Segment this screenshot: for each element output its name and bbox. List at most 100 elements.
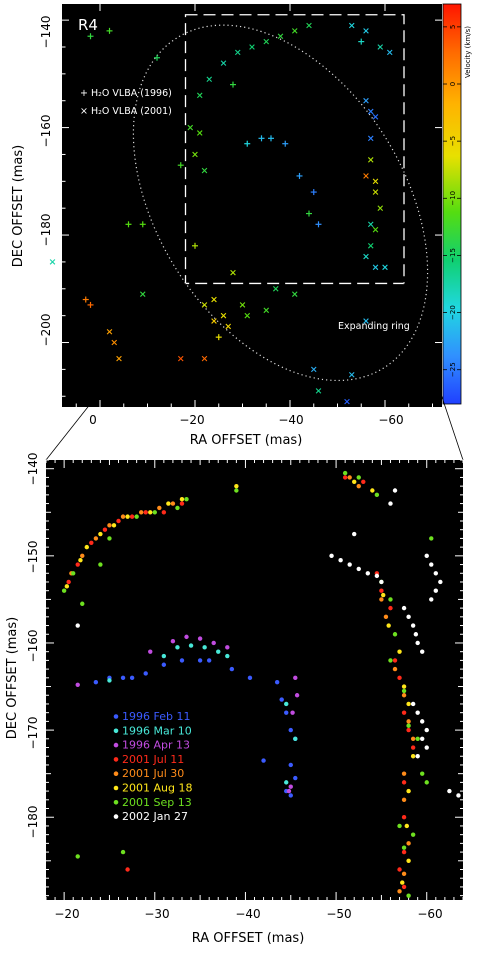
x-tick-label: −30 <box>144 907 169 921</box>
epoch-point <box>420 736 425 742</box>
epoch-point <box>216 649 221 654</box>
epoch-point <box>370 488 375 493</box>
cross-marker <box>234 49 241 56</box>
epoch-point <box>80 553 85 559</box>
epoch-point <box>64 584 70 589</box>
top-plot-area <box>62 4 442 407</box>
epoch-point <box>75 682 80 687</box>
epoch-point <box>293 675 298 681</box>
epoch-point <box>415 754 420 759</box>
cross-marker <box>363 173 369 179</box>
epoch-point <box>379 588 384 593</box>
cross-marker <box>377 44 384 50</box>
epoch-point <box>284 701 289 707</box>
cross-marker <box>211 318 217 324</box>
epoch-point <box>202 645 207 650</box>
epoch-point <box>392 488 398 493</box>
legend-swatch <box>113 814 119 819</box>
epoch-point <box>406 614 411 620</box>
epoch-point <box>66 579 71 585</box>
cross-marker <box>220 312 227 319</box>
epoch-point <box>61 588 67 593</box>
epoch-point <box>438 579 443 585</box>
epoch-point <box>401 871 407 877</box>
cross-marker <box>106 328 113 335</box>
epoch-point <box>120 514 126 519</box>
epoch-point <box>424 727 429 733</box>
epoch-point <box>401 605 407 611</box>
plus-marker <box>306 210 312 217</box>
epoch-point <box>229 666 235 672</box>
epoch-point <box>397 823 402 829</box>
epoch-point <box>293 736 298 742</box>
epoch-point <box>98 531 103 537</box>
epoch-point <box>401 710 407 715</box>
epoch-point <box>410 745 416 750</box>
plus-marker <box>87 33 94 40</box>
epoch-point <box>107 678 112 683</box>
epoch-point <box>383 614 389 620</box>
cross-marker <box>363 28 369 34</box>
epoch-point <box>75 623 80 628</box>
legend-swatch <box>113 728 119 734</box>
cross-marker <box>111 339 118 346</box>
epoch-point <box>401 845 407 850</box>
epoch-point <box>166 501 171 506</box>
legend-entry-label: 1996 Mar 10 <box>122 724 192 737</box>
epoch-point <box>347 562 352 567</box>
epoch-point <box>374 573 380 579</box>
cross-marker <box>177 355 184 362</box>
x-tick-label: −20 <box>54 907 79 921</box>
epoch-point <box>161 653 167 659</box>
epoch-point <box>401 688 407 694</box>
epoch-point <box>447 788 452 794</box>
cross-marker <box>139 291 146 297</box>
legend-swatch <box>113 800 119 805</box>
epoch-point <box>143 671 148 676</box>
epoch-point <box>388 501 393 506</box>
cross-marker <box>263 307 270 314</box>
top-axis-ticks <box>62 4 442 407</box>
bottom-plot-area <box>46 460 463 900</box>
epoch-point <box>179 658 185 663</box>
cross-marker <box>372 226 379 233</box>
epoch-point <box>175 505 180 511</box>
cross-marker <box>187 124 194 131</box>
epoch-point <box>184 497 189 502</box>
epoch-point <box>410 701 416 707</box>
epoch-point <box>401 684 407 689</box>
cross-marker <box>249 44 255 50</box>
plus-marker <box>154 54 160 61</box>
legend-entry-label: 1996 Apr 13 <box>122 739 190 752</box>
epoch-point <box>406 788 411 794</box>
epoch-point <box>197 658 203 663</box>
cross-marker <box>244 312 251 319</box>
cross-marker <box>372 264 379 271</box>
epoch-point <box>415 736 420 742</box>
legend-swatch <box>113 742 119 748</box>
ring-ellipse-path <box>132 24 429 382</box>
epoch-point <box>152 510 157 515</box>
top-panel: R4 + H₂O VLBA (1996) × H₂O VLBA (2001) E… <box>11 4 442 448</box>
zoom-box-rect <box>184 14 405 285</box>
epoch-point <box>274 679 280 685</box>
epoch-point <box>379 579 384 585</box>
epoch-point <box>433 588 439 593</box>
legend-swatch <box>113 785 119 791</box>
epoch-point <box>157 505 162 511</box>
epoch-point <box>288 784 293 789</box>
colorbar-tick-label: −15 <box>449 248 457 263</box>
epoch-point <box>352 531 357 537</box>
epoch-point <box>120 675 126 681</box>
epoch-point <box>410 623 416 628</box>
panel-label: R4 <box>78 16 98 34</box>
bottom-axis-ticks <box>45 459 464 900</box>
plus-marker <box>230 81 236 88</box>
plus-marker <box>282 140 289 147</box>
connector-right <box>403 283 464 461</box>
epoch-point <box>392 632 398 637</box>
epoch-point <box>406 701 411 707</box>
cross-marker <box>263 38 270 45</box>
epoch-point <box>184 634 189 640</box>
epoch-point <box>293 775 298 781</box>
